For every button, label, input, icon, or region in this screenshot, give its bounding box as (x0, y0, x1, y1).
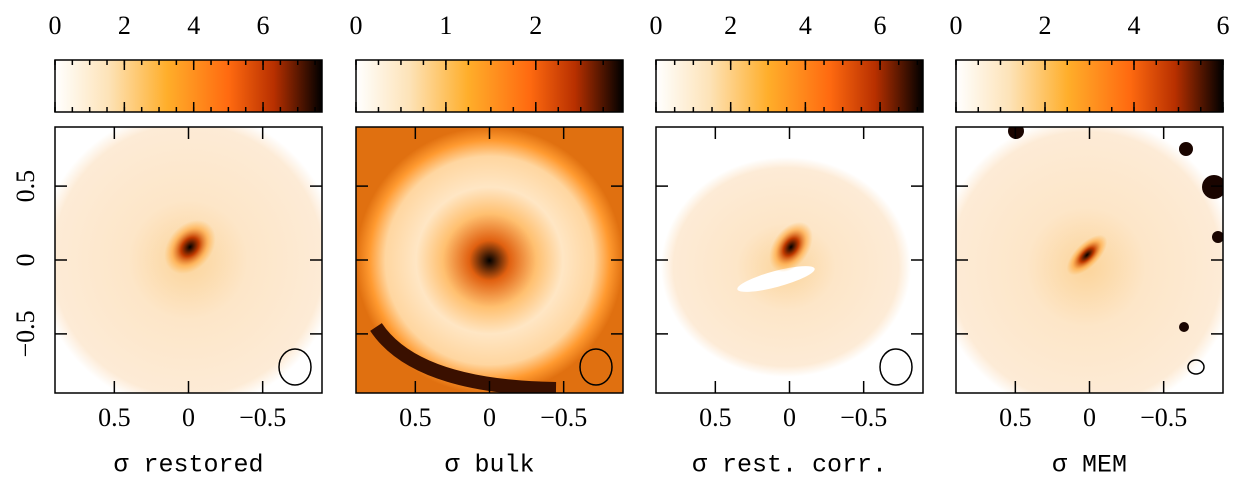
emission-core (164, 220, 216, 274)
colorbar-tick-label: 0 (350, 11, 363, 40)
beam (579, 348, 613, 386)
spot (1202, 175, 1223, 199)
x-tick-label: 0.5 (999, 403, 1032, 432)
colorbar-tick-label: 4 (1128, 11, 1141, 40)
x-axis-label: σ MEM (1052, 451, 1127, 480)
colorbar-tick-label: 4 (187, 11, 200, 40)
x-tick-label: 0 (1083, 403, 1096, 432)
image (55, 127, 322, 393)
x-tick-label: −0.5 (239, 403, 286, 432)
x-tick-label: −0.5 (1140, 403, 1187, 432)
colorbar (655, 59, 924, 113)
image (356, 127, 623, 393)
colorbar-tick-label: 0 (650, 11, 663, 40)
x-tick-label: 0.5 (98, 403, 131, 432)
y-tick-label: 0.5 (11, 170, 40, 203)
gap (737, 266, 815, 292)
colorbar-tick-label: 0 (950, 11, 963, 40)
x-tick-label: 0 (783, 403, 796, 432)
colorbar-tick-label: 2 (118, 11, 131, 40)
colorbar-tick-label: 0 (49, 11, 62, 40)
x-axis-label: σ rest. corr. (692, 451, 887, 480)
colorbar-tick-label: 2 (724, 11, 737, 40)
y-tick-label: 0 (11, 254, 40, 267)
colorbar (955, 59, 1224, 113)
colorbar (355, 59, 624, 113)
x-axis-label: σ bulk (444, 451, 534, 480)
y-tick-label: −0.5 (11, 310, 40, 357)
x-tick-label: 0.5 (699, 403, 732, 432)
beam (879, 348, 913, 386)
colorbar-tick-label: 6 (1217, 11, 1230, 40)
x-tick-label: 0 (182, 403, 195, 432)
colorbar (54, 59, 323, 113)
x-tick-label: 0 (483, 403, 496, 432)
colorbar-tick-label: 4 (799, 11, 812, 40)
colorbar-tick-label: 2 (1039, 11, 1052, 40)
colorbar-tick-label: 1 (439, 11, 452, 40)
x-tick-label: −0.5 (540, 403, 587, 432)
colorbar-tick-label: 6 (257, 11, 270, 40)
emission-core (1066, 234, 1108, 276)
x-tick-label: 0.5 (399, 403, 432, 432)
emission-arc (370, 322, 557, 393)
x-tick-label: −0.5 (840, 403, 887, 432)
beam (278, 348, 312, 386)
image (661, 157, 913, 386)
spot (1212, 231, 1223, 243)
colorbar-tick-label: 2 (529, 11, 542, 40)
colorbar-tick-label: 6 (874, 11, 887, 40)
x-axis-label: σ restored (113, 451, 263, 480)
spot (1179, 142, 1193, 156)
image (956, 127, 1223, 393)
spot (1179, 322, 1189, 332)
beam (1187, 359, 1205, 375)
emission-core (769, 221, 813, 273)
